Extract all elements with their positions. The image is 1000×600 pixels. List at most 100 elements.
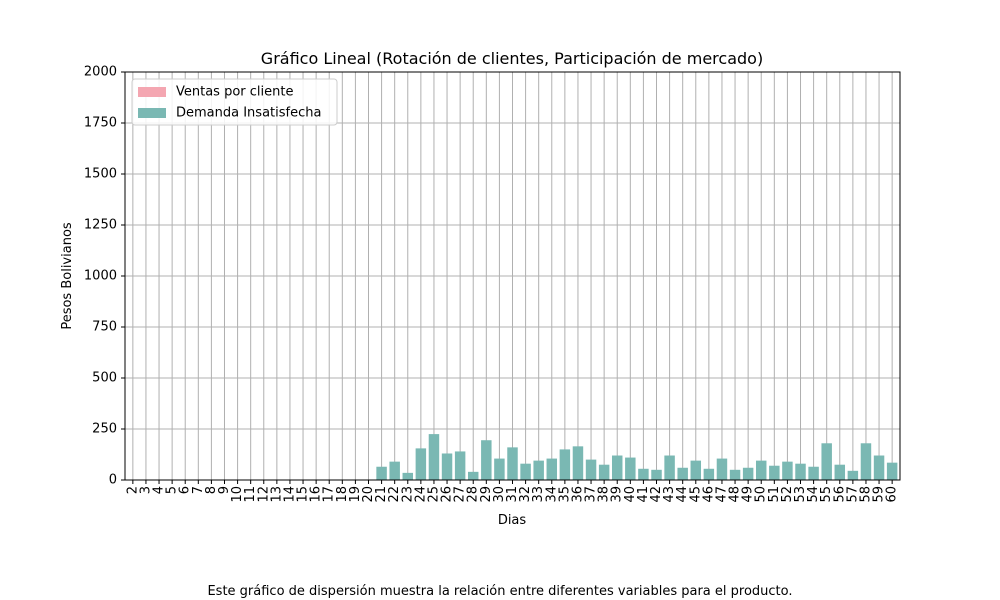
y-tick-label: 500 [92, 371, 117, 386]
x-axis-label: Dias [498, 513, 527, 528]
bar-demanda [703, 468, 715, 480]
x-tick-label: 43 [662, 486, 677, 503]
x-tick-label: 55 [819, 486, 834, 503]
axes-layer: 2345678910111213141516171819202122232425… [84, 65, 900, 503]
x-tick-label: 17 [322, 486, 337, 503]
x-tick-label: 20 [361, 486, 376, 503]
x-tick-label: 36 [570, 486, 585, 503]
bar-demanda [769, 465, 780, 480]
bar-demanda [376, 466, 387, 480]
x-tick-label: 2 [125, 486, 140, 494]
bar-demanda [873, 455, 885, 480]
legend-swatch [138, 108, 166, 118]
x-tick-label: 7 [191, 486, 206, 494]
x-tick-label: 42 [649, 486, 664, 503]
bar-demanda [441, 453, 453, 480]
grid-layer [125, 71, 900, 481]
y-tick-label: 1500 [84, 167, 117, 182]
bar-demanda [729, 469, 741, 480]
x-tick-label: 9 [217, 486, 232, 494]
bar-demanda [481, 440, 492, 480]
bar-demanda [677, 467, 688, 480]
bar-demanda [533, 460, 544, 480]
x-tick-label: 11 [243, 486, 258, 503]
y-tick-label: 0 [109, 473, 117, 488]
y-tick-label: 1000 [84, 269, 117, 284]
bar-demanda [664, 455, 675, 480]
y-tick-label: 750 [92, 320, 117, 335]
bar-demanda [428, 434, 440, 480]
x-tick-label: 24 [413, 486, 428, 503]
x-tick-label: 21 [374, 486, 389, 503]
x-tick-label: 15 [296, 486, 311, 503]
x-tick-label: 37 [584, 486, 599, 503]
x-tick-label: 44 [675, 486, 690, 503]
bar-demanda [467, 471, 479, 480]
x-tick-label: 28 [466, 486, 481, 503]
chart-title: Gráfico Lineal (Rotación de clientes, Pa… [261, 49, 763, 68]
legend-label: Ventas por cliente [176, 85, 293, 100]
bar-demanda [585, 459, 597, 480]
y-tick-label: 2000 [84, 65, 117, 80]
x-tick-label: 50 [754, 486, 769, 503]
x-tick-label: 56 [832, 486, 847, 503]
x-tick-label: 41 [636, 486, 651, 503]
bar-demanda [716, 458, 728, 480]
x-tick-label: 49 [741, 486, 756, 503]
bar-demanda [572, 446, 584, 480]
x-tick-label: 3 [138, 486, 153, 494]
x-tick-label: 46 [701, 486, 716, 503]
bar-demanda [860, 443, 872, 480]
bar-demanda [690, 460, 702, 480]
x-tick-label: 58 [858, 486, 873, 503]
bar-demanda [389, 461, 400, 480]
legend-swatch [138, 87, 166, 97]
legend-box [131, 78, 338, 126]
bar-demanda [546, 458, 558, 480]
bar-demanda [494, 458, 505, 480]
legend-label: Demanda Insatisfecha [176, 106, 321, 121]
x-tick-label: 16 [309, 486, 324, 503]
bar-demanda [834, 464, 846, 480]
x-tick-label: 8 [204, 486, 219, 494]
x-tick-label: 13 [269, 486, 284, 503]
y-tick-label: 1750 [84, 116, 117, 131]
x-tick-label: 40 [623, 486, 638, 503]
x-tick-label: 53 [793, 486, 808, 503]
x-tick-label: 31 [505, 486, 520, 503]
bar-demanda [520, 463, 531, 480]
x-tick-label: 10 [230, 486, 245, 503]
x-tick-label: 47 [714, 486, 729, 503]
x-tick-label: 27 [453, 486, 468, 503]
y-tick-label: 1250 [84, 218, 117, 233]
x-tick-label: 52 [780, 486, 795, 503]
bar-demanda [795, 463, 806, 480]
bar-demanda [651, 469, 662, 480]
bars-layer [376, 434, 898, 480]
x-tick-label: 59 [872, 486, 887, 503]
bar-demanda [598, 464, 610, 480]
x-tick-label: 48 [728, 486, 743, 503]
bar-demanda [755, 460, 767, 480]
x-tick-label: 23 [400, 486, 415, 503]
bar-demanda [638, 468, 649, 480]
bar-demanda [742, 467, 754, 480]
x-tick-label: 19 [348, 486, 363, 503]
x-tick-label: 4 [152, 486, 167, 494]
bar-demanda [611, 455, 623, 480]
chart-caption: Este gráfico de dispersión muestra la re… [207, 584, 793, 599]
x-tick-label: 51 [767, 486, 782, 503]
x-tick-label: 60 [885, 486, 900, 503]
x-tick-label: 14 [282, 486, 297, 503]
x-tick-label: 6 [178, 486, 193, 494]
y-tick-label: 250 [92, 422, 117, 437]
x-tick-label: 33 [531, 486, 546, 503]
x-tick-label: 34 [544, 486, 559, 503]
bar-demanda [559, 449, 571, 480]
bar-demanda [821, 443, 832, 480]
x-tick-label: 54 [806, 486, 821, 503]
bar-demanda [402, 472, 414, 480]
x-tick-label: 25 [426, 486, 441, 503]
x-tick-label: 57 [845, 486, 860, 503]
